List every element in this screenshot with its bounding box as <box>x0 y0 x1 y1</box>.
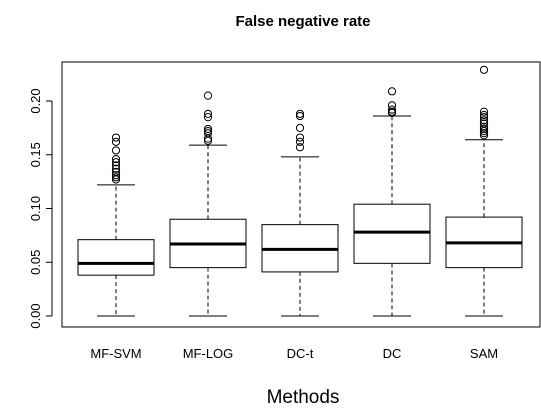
outlier-point <box>111 158 121 167</box>
outlier-point <box>479 116 489 125</box>
outlier-point <box>203 109 213 119</box>
outlier-point <box>203 113 213 122</box>
outlier-point <box>295 137 305 146</box>
outlier-point <box>295 133 305 142</box>
x-tick-label: SAM <box>470 346 498 361</box>
outlier-point <box>111 146 121 155</box>
outlier-point <box>387 107 397 116</box>
outlier-point <box>479 113 489 122</box>
outlier-point <box>387 87 397 96</box>
outlier-point <box>295 123 305 132</box>
outlier-point <box>111 171 121 180</box>
x-tick-label: DC <box>383 346 402 361</box>
outlier-point <box>111 161 121 170</box>
outlier-point <box>479 124 489 134</box>
outlier-point <box>479 119 489 128</box>
outlier-point <box>203 129 213 138</box>
outlier-point <box>111 154 121 164</box>
outlier-point <box>111 164 121 173</box>
outlier-point <box>111 137 121 146</box>
outlier-point <box>111 167 121 177</box>
chart-title: False negative rate <box>235 13 370 30</box>
outlier-point <box>203 127 213 136</box>
x-tick-label: DC-t <box>287 346 314 361</box>
outlier-point <box>479 65 489 74</box>
x-axis-label: Methods <box>267 387 340 408</box>
y-tick-label: 0.00 <box>28 303 43 328</box>
outlier-point <box>295 109 305 119</box>
outlier-point <box>111 173 121 182</box>
outlier-point <box>203 91 213 100</box>
outlier-point <box>479 110 489 120</box>
outlier-point <box>479 131 489 140</box>
plot-area: 0.00 0.05 0.10 0.15 0.20 MF-SVM MF-LOG DC-t DC SA… <box>28 61 541 361</box>
outlier-point <box>387 105 397 114</box>
outlier-point <box>295 111 305 121</box>
box-iqr <box>77 239 155 276</box>
outlier-point <box>203 124 213 134</box>
outlier-point <box>387 101 397 110</box>
outlier-point <box>111 133 121 142</box>
y-tick-label: 0.10 <box>28 196 43 221</box>
plot-frame <box>61 61 541 328</box>
y-tick-label: 0.20 <box>28 88 43 113</box>
y-tick-label: 0.05 <box>28 250 43 275</box>
outlier-point <box>479 122 489 131</box>
outlier-point <box>479 129 489 138</box>
box-iqr <box>353 203 431 264</box>
x-tick-label: MF-SVM <box>90 346 141 361</box>
y-tick-label: 0.15 <box>28 142 43 167</box>
x-tick-label: MF-LOG <box>183 346 234 361</box>
outlier-point <box>479 107 489 116</box>
outlier-point <box>295 143 305 152</box>
